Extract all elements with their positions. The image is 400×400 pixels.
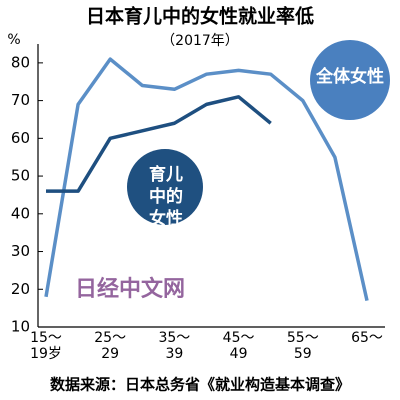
x-tick-label: 15～19岁	[30, 330, 62, 363]
source: 数据来源：日本总务省《就业构造基本调查》	[50, 376, 350, 394]
watermark: 日经中文网	[75, 276, 185, 302]
y-tick-label: 80	[11, 53, 30, 71]
chart-title: 日本育儿中的女性就业率低	[86, 5, 314, 28]
data-line	[46, 95, 272, 193]
legend-bubble	[310, 40, 390, 120]
legend-label: 育儿中的女性	[149, 165, 183, 230]
x-tick-label: 65～	[351, 330, 383, 346]
y-tick-label: 10	[11, 318, 30, 336]
y-tick-label: 40	[11, 204, 30, 222]
x-tick-label: 25～29	[94, 330, 127, 363]
y-tick-label: 50	[11, 167, 30, 185]
x-tick-label: 35～39	[158, 330, 191, 363]
x-tick-label: 45～49	[222, 330, 255, 363]
y-unit: %	[7, 32, 20, 48]
x-tick-label: 55～59	[286, 330, 319, 363]
chart-subtitle: （2017年）	[161, 33, 239, 49]
y-tick-label: 60	[11, 129, 30, 147]
data-line	[44, 57, 369, 301]
y-tick-label: 30	[11, 242, 30, 260]
legend-label: 全体女性	[316, 67, 384, 87]
legend-bubble	[127, 149, 203, 225]
y-tick-label: 70	[11, 91, 30, 109]
y-tick-label: 20	[11, 280, 30, 298]
